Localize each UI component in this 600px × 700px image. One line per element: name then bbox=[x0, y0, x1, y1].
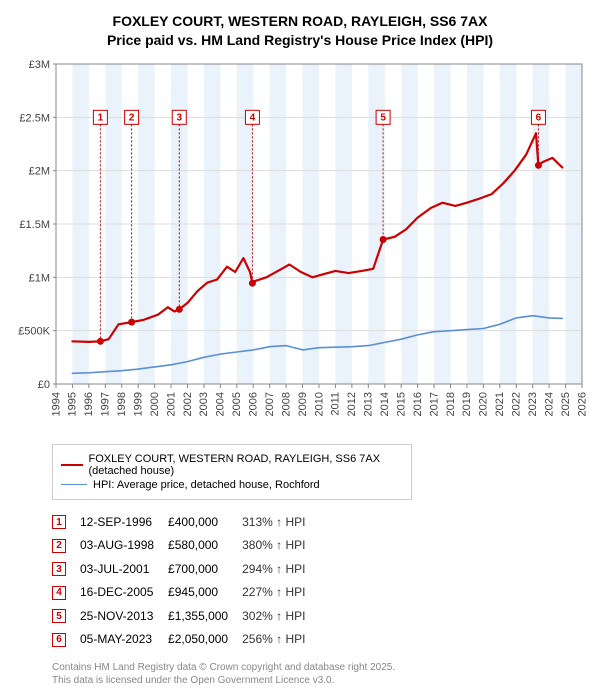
svg-text:1999: 1999 bbox=[132, 392, 144, 416]
sale-marker-icon: 1 bbox=[52, 515, 66, 529]
table-cell: £2,050,000 bbox=[168, 627, 242, 651]
table-cell: 380% ↑ HPI bbox=[242, 533, 319, 557]
legend-label: HPI: Average price, detached house, Roch… bbox=[93, 479, 320, 491]
legend-row: HPI: Average price, detached house, Roch… bbox=[61, 479, 403, 491]
svg-text:£1M: £1M bbox=[29, 272, 50, 284]
svg-text:2021: 2021 bbox=[494, 392, 506, 416]
svg-text:2022: 2022 bbox=[511, 392, 523, 416]
svg-text:£0: £0 bbox=[38, 379, 50, 391]
table-cell: 25-NOV-2013 bbox=[80, 604, 168, 628]
svg-text:2002: 2002 bbox=[182, 392, 194, 416]
footer-line-2: This data is licensed under the Open Gov… bbox=[52, 674, 588, 688]
chart-legend: FOXLEY COURT, WESTERN ROAD, RAYLEIGH, SS… bbox=[52, 444, 412, 500]
svg-text:2015: 2015 bbox=[395, 392, 407, 416]
table-row: 3 03-JUL-2001£700,000294% ↑ HPI bbox=[52, 557, 319, 581]
table-cell: 4 bbox=[52, 580, 80, 604]
svg-text:2014: 2014 bbox=[379, 392, 391, 416]
table-row: 1 12-SEP-1996£400,000313% ↑ HPI bbox=[52, 510, 319, 534]
sales-table: 1 12-SEP-1996£400,000313% ↑ HPI 2 03-AUG-19… bbox=[52, 510, 319, 651]
legend-label: FOXLEY COURT, WESTERN ROAD, RAYLEIGH, SS… bbox=[89, 453, 404, 477]
svg-text:5: 5 bbox=[380, 112, 386, 123]
svg-text:2024: 2024 bbox=[543, 392, 555, 416]
sale-marker-icon: 3 bbox=[52, 562, 66, 576]
table-row: 5 25-NOV-2013£1,355,000302% ↑ HPI bbox=[52, 604, 319, 628]
svg-text:2008: 2008 bbox=[280, 392, 292, 416]
table-cell: £700,000 bbox=[168, 557, 242, 581]
sale-marker-icon: 5 bbox=[52, 609, 66, 623]
table-cell: 05-MAY-2023 bbox=[80, 627, 168, 651]
table-cell: 294% ↑ HPI bbox=[242, 557, 319, 581]
title-line-1: FOXLEY COURT, WESTERN ROAD, RAYLEIGH, SS… bbox=[12, 12, 588, 31]
price-chart: £0 £500K £1M £1.5M £2M £2.5M £3M 1994 1995 1996 19… bbox=[12, 58, 588, 438]
svg-text:2013: 2013 bbox=[363, 392, 375, 416]
footer-line-1: Contains HM Land Registry data © Crown c… bbox=[52, 661, 588, 675]
svg-text:1998: 1998 bbox=[116, 392, 128, 416]
svg-text:2001: 2001 bbox=[165, 392, 177, 416]
svg-text:2023: 2023 bbox=[527, 392, 539, 416]
svg-text:2003: 2003 bbox=[198, 392, 210, 416]
table-cell: 6 bbox=[52, 627, 80, 651]
svg-text:2009: 2009 bbox=[297, 392, 309, 416]
sale-marker-icon: 6 bbox=[52, 633, 66, 647]
svg-text:4: 4 bbox=[250, 112, 256, 123]
table-cell: 313% ↑ HPI bbox=[242, 510, 319, 534]
svg-text:2016: 2016 bbox=[412, 392, 424, 416]
sale-marker-icon: 2 bbox=[52, 539, 66, 553]
svg-text:£500K: £500K bbox=[18, 325, 50, 337]
svg-text:1995: 1995 bbox=[67, 392, 79, 416]
svg-text:£1.5M: £1.5M bbox=[19, 219, 50, 231]
svg-text:2025: 2025 bbox=[560, 392, 572, 416]
svg-text:2019: 2019 bbox=[461, 392, 473, 416]
svg-text:£3M: £3M bbox=[29, 59, 50, 71]
svg-text:2010: 2010 bbox=[313, 392, 325, 416]
table-cell: 3 bbox=[52, 557, 80, 581]
table-cell: 256% ↑ HPI bbox=[242, 627, 319, 651]
svg-text:£2M: £2M bbox=[29, 165, 50, 177]
svg-text:2012: 2012 bbox=[346, 392, 358, 416]
svg-text:2007: 2007 bbox=[264, 392, 276, 416]
table-cell: 16-DEC-2005 bbox=[80, 580, 168, 604]
table-row: 6 05-MAY-2023£2,050,000256% ↑ HPI bbox=[52, 627, 319, 651]
svg-text:1994: 1994 bbox=[50, 392, 62, 416]
svg-text:2004: 2004 bbox=[215, 392, 227, 416]
svg-text:2000: 2000 bbox=[149, 392, 161, 416]
svg-text:£2.5M: £2.5M bbox=[19, 112, 50, 124]
table-cell: 03-AUG-1998 bbox=[80, 533, 168, 557]
table-cell: 1 bbox=[52, 510, 80, 534]
sale-marker-icon: 4 bbox=[52, 586, 66, 600]
chart-title: FOXLEY COURT, WESTERN ROAD, RAYLEIGH, SS… bbox=[12, 12, 588, 50]
table-cell: 2 bbox=[52, 533, 80, 557]
svg-text:2017: 2017 bbox=[428, 392, 440, 416]
svg-text:2006: 2006 bbox=[248, 392, 260, 416]
table-cell: 227% ↑ HPI bbox=[242, 580, 319, 604]
svg-text:1: 1 bbox=[98, 112, 104, 123]
legend-row: FOXLEY COURT, WESTERN ROAD, RAYLEIGH, SS… bbox=[61, 453, 403, 477]
table-cell: 03-JUL-2001 bbox=[80, 557, 168, 581]
svg-text:2026: 2026 bbox=[576, 392, 588, 416]
svg-text:1997: 1997 bbox=[100, 392, 112, 416]
svg-text:2020: 2020 bbox=[478, 392, 490, 416]
table-cell: 12-SEP-1996 bbox=[80, 510, 168, 534]
table-cell: £945,000 bbox=[168, 580, 242, 604]
svg-text:1996: 1996 bbox=[83, 392, 95, 416]
table-cell: £580,000 bbox=[168, 533, 242, 557]
legend-swatch bbox=[61, 484, 87, 485]
footer-attribution: Contains HM Land Registry data © Crown c… bbox=[52, 661, 588, 688]
svg-text:2: 2 bbox=[129, 112, 135, 123]
table-cell: 5 bbox=[52, 604, 80, 628]
svg-text:6: 6 bbox=[536, 112, 542, 123]
svg-text:2005: 2005 bbox=[231, 392, 243, 416]
table-row: 2 03-AUG-1998£580,000380% ↑ HPI bbox=[52, 533, 319, 557]
svg-text:2011: 2011 bbox=[330, 392, 342, 416]
table-cell: £400,000 bbox=[168, 510, 242, 534]
svg-text:2018: 2018 bbox=[445, 392, 457, 416]
table-row: 4 16-DEC-2005£945,000227% ↑ HPI bbox=[52, 580, 319, 604]
table-cell: £1,355,000 bbox=[168, 604, 242, 628]
svg-text:3: 3 bbox=[177, 112, 183, 123]
title-line-2: Price paid vs. HM Land Registry's House … bbox=[12, 31, 588, 50]
legend-swatch bbox=[61, 464, 83, 466]
table-cell: 302% ↑ HPI bbox=[242, 604, 319, 628]
